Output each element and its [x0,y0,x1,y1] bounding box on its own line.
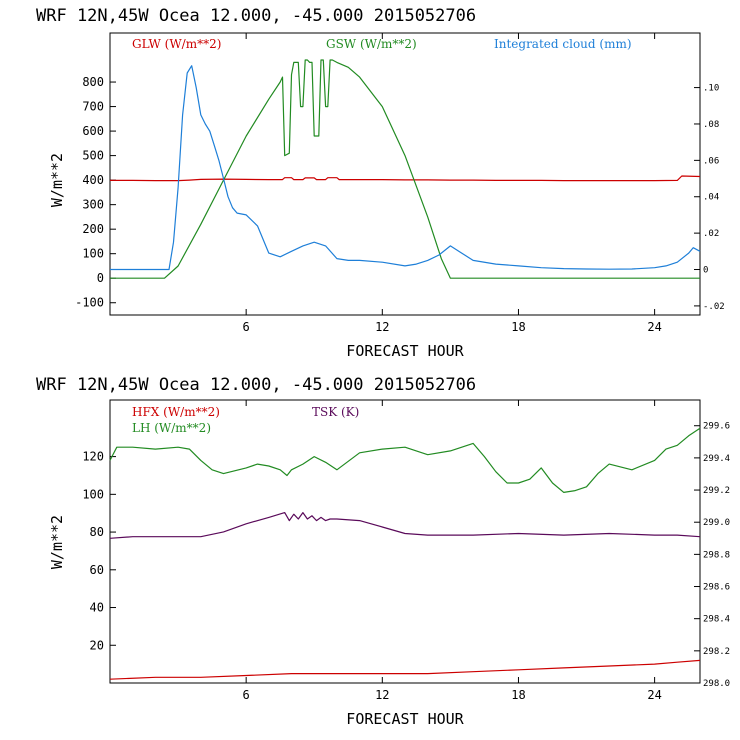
chart-1-title: WRF 12N,45W Ocea 12.000, -45.000 2015052… [36,6,476,26]
x-tick-label: 24 [647,320,661,334]
chart-1-ylabel: W/m**2 [48,153,66,207]
y-tick-label: 300 [82,198,104,212]
y-tick-label: 0 [97,271,104,285]
series-line-integrated-cloud [110,65,701,271]
series-line-lh [109,427,701,493]
y-tick-label: 100 [82,247,104,261]
x-tick-label: 18 [511,688,525,702]
chart-1-plot-frame [109,32,701,316]
y-tick-label: 60 [90,563,104,577]
y-tick-label: -100 [75,296,104,310]
y-tick-label: 80 [90,525,104,539]
right-y-tick-label: .08 [703,120,719,130]
legend-tsk: TSK (K) [312,405,359,419]
right-y-tick-label: 299.6 [703,422,730,432]
right-y-tick-label: .10 [703,84,719,94]
right-y-tick-label: .06 [703,156,719,166]
right-y-tick-label: 298.6 [703,583,730,593]
right-y-tick-label: 298.8 [703,550,730,560]
series-line-glw [110,175,701,182]
series-line-tsk [109,511,701,539]
chart-1-xlabel: FORECAST HOUR [346,342,464,360]
y-tick-label: 40 [90,601,104,615]
y-tick-label: 600 [82,124,104,138]
legend-lh: LH (W/m**2) [132,421,211,435]
right-y-tick-label: .02 [703,229,719,239]
right-y-tick-label: -.02 [703,302,725,312]
legend-gsw: GSW (W/m**2) [326,37,417,51]
y-tick-label: 400 [82,173,104,187]
y-tick-label: 100 [82,487,104,501]
x-tick-label: 6 [243,320,250,334]
right-y-tick-label: 0 [703,266,708,276]
y-tick-label: 500 [82,149,104,163]
chart-1-series-group [110,59,701,279]
series-line-hfx [109,659,701,680]
y-tick-label: 700 [82,100,104,114]
y-tick-label: 200 [82,222,104,236]
chart-2-xlabel: FORECAST HOUR [346,710,464,728]
x-tick-label: 12 [375,688,389,702]
chart-2-plot-frame [109,399,701,684]
legend-integrated-cloud: Integrated cloud (mm) [494,37,632,51]
x-tick-label: 12 [375,320,389,334]
chart-2-axes: 6 12 18 24 20 40 60 80 100 120 298.0 298.2 298.4 298.… [82,400,730,702]
x-tick-label: 18 [511,320,525,334]
chart-1-axes: 6 12 18 24 -100 0 100 200 300 400 500 600 700 800 -.02… [75,33,725,334]
legend-hfx: HFX (W/m**2) [132,405,220,419]
right-y-tick-label: .04 [703,193,719,203]
y-tick-label: 120 [82,450,104,464]
chart-2-series-group [109,427,701,680]
right-y-tick-label: 298.2 [703,647,730,657]
y-tick-label: 800 [82,75,104,89]
x-tick-label: 24 [647,688,661,702]
series-line-gsw [110,59,700,279]
y-tick-label: 20 [90,638,104,652]
right-y-tick-label: 299.4 [703,454,730,464]
right-y-tick-label: 298.0 [703,679,730,689]
right-y-tick-label: 298.4 [703,615,730,625]
chart-2-title: WRF 12N,45W Ocea 12.000, -45.000 2015052… [36,375,476,395]
legend-glw: GLW (W/m**2) [132,37,221,51]
right-y-tick-label: 299.0 [703,518,730,528]
chart-2-ylabel: W/m**2 [48,515,66,569]
x-tick-label: 6 [243,688,250,702]
right-y-tick-label: 299.2 [703,486,730,496]
